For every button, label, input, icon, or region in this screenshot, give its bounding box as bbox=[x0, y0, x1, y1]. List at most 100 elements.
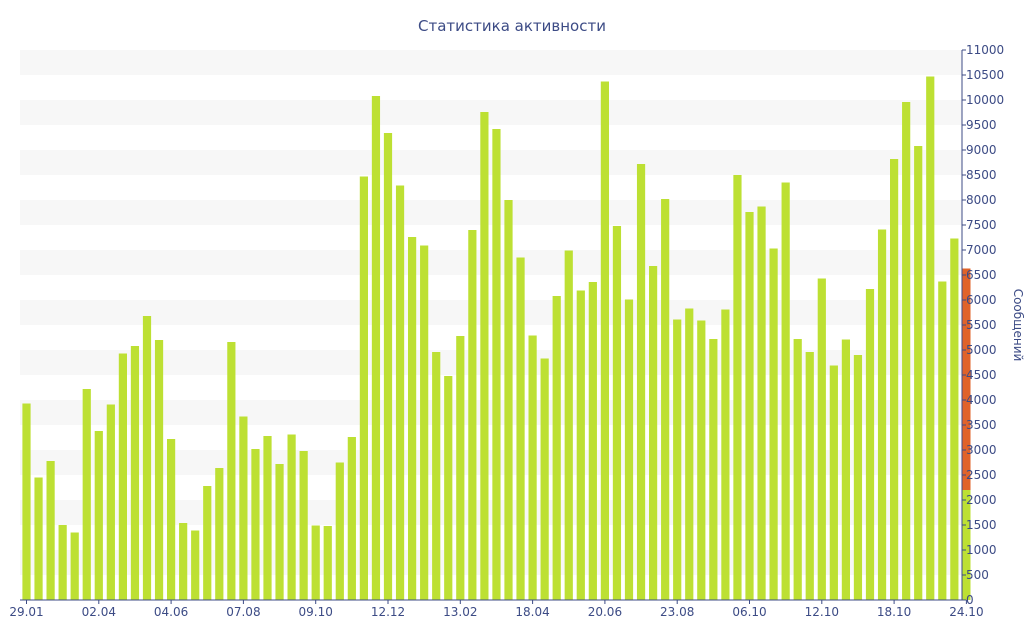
y-tick-label: 5000 bbox=[966, 343, 997, 357]
grid-band bbox=[20, 400, 962, 425]
x-tick-label: 29.01 bbox=[9, 605, 43, 619]
bar-series-0 bbox=[347, 437, 356, 600]
y-tick-label: 11000 bbox=[966, 43, 1004, 57]
x-tick-label: 20.06 bbox=[588, 605, 622, 619]
bar-series-0 bbox=[371, 96, 381, 600]
bar-series-0 bbox=[432, 352, 441, 600]
bar-series-0 bbox=[853, 355, 863, 600]
y-tick-label: 3000 bbox=[966, 443, 997, 457]
bar-series-0 bbox=[299, 451, 308, 600]
bar-series-0 bbox=[649, 266, 658, 600]
y-tick-label: 1000 bbox=[966, 543, 997, 557]
bar-series-0 bbox=[661, 199, 670, 600]
bar-series-0 bbox=[950, 238, 959, 600]
bar-series-0 bbox=[757, 206, 766, 600]
bar-series-0 bbox=[34, 477, 43, 600]
bar-series-0 bbox=[275, 464, 284, 600]
bar-series-0 bbox=[576, 290, 585, 600]
y-axis-title: Сообщений bbox=[1011, 289, 1024, 362]
y-tick-label: 0 bbox=[966, 593, 974, 607]
bar-series-0 bbox=[805, 352, 814, 600]
bar-series-0 bbox=[239, 416, 248, 600]
y-tick-label: 10000 bbox=[966, 93, 1004, 107]
x-tick-label: 18.04 bbox=[515, 605, 549, 619]
grid-band bbox=[20, 50, 962, 75]
bar-series-0 bbox=[480, 112, 489, 600]
bar-series-0 bbox=[685, 308, 694, 600]
bar-series-0 bbox=[636, 164, 646, 600]
bar-series-0 bbox=[962, 490, 971, 600]
bar-series-0 bbox=[540, 358, 549, 600]
grid-band bbox=[20, 100, 962, 125]
y-tick-label: 8000 bbox=[966, 193, 997, 207]
grid-band bbox=[20, 150, 962, 175]
grid-band bbox=[20, 450, 962, 475]
x-axis-ticks: 29.01 02.04 04.06 07.08 09.10 12.12 13.02 18.04… bbox=[9, 600, 984, 619]
bar-series-0 bbox=[721, 309, 730, 600]
chart-title: Статистика активности bbox=[418, 17, 606, 35]
grid-band bbox=[20, 350, 962, 375]
y-tick-label: 10500 bbox=[966, 68, 1004, 82]
bar-series-0 bbox=[311, 525, 320, 600]
bar-series-0 bbox=[154, 340, 164, 600]
bar-series-1 bbox=[962, 268, 971, 490]
bars bbox=[22, 76, 971, 600]
y-tick-label: 7500 bbox=[966, 218, 997, 232]
bar-series-0 bbox=[130, 346, 140, 600]
bar-series-0 bbox=[564, 250, 573, 600]
bar-series-0 bbox=[335, 462, 344, 600]
bar-series-0 bbox=[769, 248, 778, 600]
bar-series-0 bbox=[865, 289, 875, 600]
bar-series-0 bbox=[817, 278, 826, 600]
bar-series-0 bbox=[444, 376, 453, 600]
bar-series-0 bbox=[600, 81, 609, 600]
grid-band bbox=[20, 250, 962, 275]
bar-series-0 bbox=[890, 159, 899, 600]
bar-series-0 bbox=[456, 336, 465, 600]
bar-series-0 bbox=[323, 526, 332, 600]
x-tick-label: 13.02 bbox=[443, 605, 477, 619]
bar-series-0 bbox=[697, 320, 706, 600]
bar-series-0 bbox=[492, 129, 501, 600]
bar-series-0 bbox=[612, 226, 622, 600]
bar-series-0 bbox=[167, 439, 176, 600]
bar-series-0 bbox=[22, 403, 31, 600]
x-tick-label: 23.08 bbox=[660, 605, 694, 619]
x-tick-label: 24.10 bbox=[949, 605, 983, 619]
bar-series-0 bbox=[673, 319, 682, 600]
x-tick-label: 06.10 bbox=[732, 605, 766, 619]
bar-series-0 bbox=[58, 525, 67, 600]
grid-band bbox=[20, 500, 962, 525]
bar-series-0 bbox=[528, 335, 537, 600]
x-tick-label: 07.08 bbox=[226, 605, 260, 619]
bar-series-0 bbox=[902, 102, 911, 600]
y-tick-label: 5500 bbox=[966, 318, 997, 332]
bar-series-0 bbox=[877, 229, 887, 600]
y-tick-label: 3500 bbox=[966, 418, 997, 432]
bar-series-0 bbox=[203, 486, 212, 600]
bar-series-0 bbox=[841, 339, 850, 600]
bar-series-0 bbox=[420, 245, 429, 600]
bar-series-0 bbox=[106, 404, 115, 600]
bar-series-0 bbox=[408, 237, 417, 600]
bar-series-0 bbox=[191, 530, 200, 600]
x-tick-label: 12.12 bbox=[371, 605, 405, 619]
grid-band bbox=[20, 200, 962, 225]
bar-series-0 bbox=[926, 76, 935, 600]
y-tick-label: 1500 bbox=[966, 518, 997, 532]
bar-series-0 bbox=[251, 449, 260, 600]
bar-series-0 bbox=[624, 299, 634, 600]
x-tick-label: 09.10 bbox=[299, 605, 333, 619]
y-tick-label: 2500 bbox=[966, 468, 997, 482]
bar-series-0 bbox=[588, 282, 597, 600]
grid-band bbox=[20, 300, 962, 325]
grid-band bbox=[20, 550, 962, 575]
x-tick-label: 12.10 bbox=[805, 605, 839, 619]
bar-series-0 bbox=[829, 365, 838, 600]
bar-series-0 bbox=[263, 436, 272, 600]
y-axis-ticks: 0 500 1000 1500 2000 2500 3000 3500 4000 4500 5000… bbox=[962, 43, 1004, 607]
bar-series-0 bbox=[938, 281, 947, 600]
bar-series-0 bbox=[383, 133, 393, 600]
bar-series-0 bbox=[552, 296, 561, 600]
